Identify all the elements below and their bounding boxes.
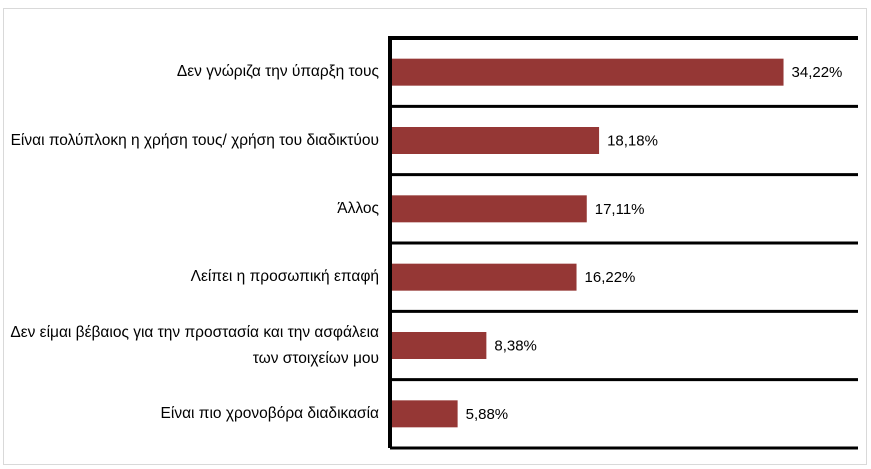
category-label: Λείπει η προσωπική επαφή	[190, 268, 379, 286]
data-label: 34,22%	[792, 64, 843, 81]
data-label: 18,18%	[607, 133, 658, 150]
data-label: 8,38%	[494, 338, 537, 355]
bar	[390, 332, 487, 359]
data-label: 16,22%	[585, 269, 636, 286]
bar	[390, 400, 458, 428]
bar	[390, 127, 600, 154]
bar	[390, 263, 577, 291]
data-label: 17,11%	[595, 201, 645, 218]
category-label: Δεν είμαι βέβαιος για την προστασία και …	[10, 323, 379, 367]
bar	[390, 58, 784, 86]
data-label: 5,88%	[466, 406, 509, 423]
category-label: Είναι πιο χρονοβόρα διαδικασία	[160, 404, 379, 422]
category-label: Άλλος	[337, 199, 379, 217]
category-label: Είναι πολύπλοκη η χρήση τους/ χρήση του …	[10, 131, 379, 149]
category-label: Δεν γνώριζα την ύπαρξη τους	[176, 63, 379, 81]
bar	[390, 195, 587, 223]
